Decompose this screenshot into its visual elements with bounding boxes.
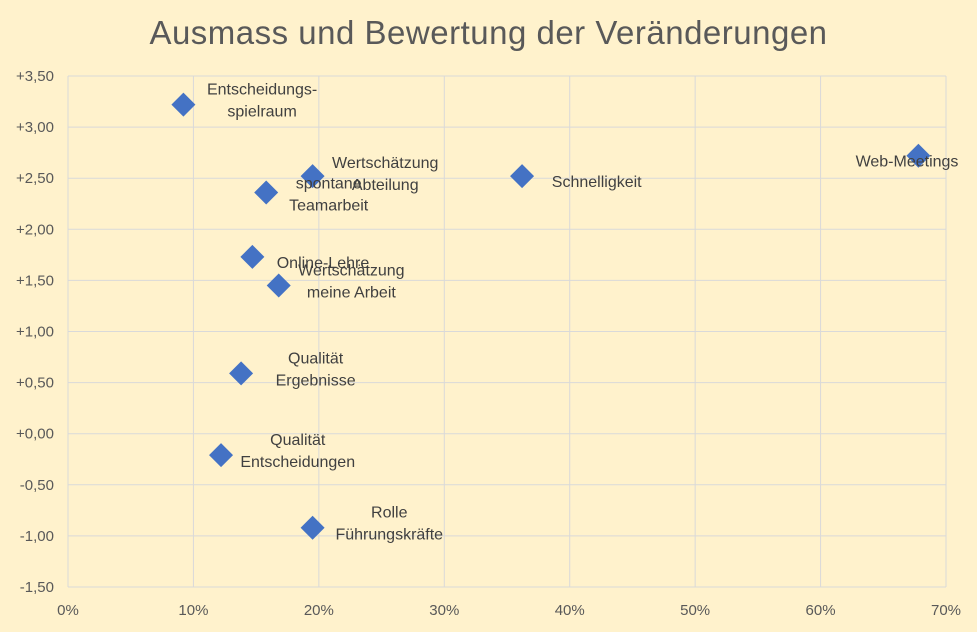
- data-label: spontane Teamarbeit: [289, 176, 369, 215]
- data-label-line: Qualität: [270, 432, 326, 449]
- data-label-line: spontane: [296, 176, 362, 193]
- data-point-marker: [209, 443, 234, 468]
- x-tick-label: 70%: [931, 602, 961, 619]
- data-label-line: Ergebnisse: [276, 372, 356, 389]
- data-label-line: Rolle: [371, 505, 408, 522]
- data-label: Entscheidungs-spielraum: [207, 82, 317, 121]
- data-label: Web-Meetings: [856, 154, 959, 171]
- data-label-line: Entscheidungs-: [207, 82, 317, 99]
- y-tick-label: -1,50: [20, 579, 54, 596]
- x-tick-label: 30%: [429, 602, 459, 619]
- data-point-marker: [300, 515, 325, 540]
- y-tick-label: -0,50: [20, 477, 54, 494]
- data-label-line: Entscheidungen: [240, 454, 355, 471]
- x-tick-label: 10%: [178, 602, 208, 619]
- data-label: Qualität Entscheidungen: [240, 432, 355, 471]
- y-tick-label: +1,50: [16, 272, 54, 289]
- y-tick-label: +3,50: [16, 68, 54, 85]
- data-point-marker: [229, 361, 254, 386]
- y-tick-label: +2,50: [16, 170, 54, 187]
- data-label-line: spielraum: [227, 104, 296, 121]
- data-label-line: Qualität: [288, 350, 344, 367]
- y-tick-label: +2,00: [16, 221, 54, 238]
- data-label: Schnelligkeit: [552, 174, 642, 191]
- y-tick-label: +0,50: [16, 375, 54, 392]
- data-label: Rolle Führungskräfte: [335, 505, 443, 544]
- y-tick-label: +0,00: [16, 426, 54, 443]
- data-point-marker: [240, 244, 265, 269]
- data-label-line: Schnelligkeit: [552, 174, 642, 191]
- data-label: Wertschätzung Abteilung: [332, 155, 438, 194]
- y-tick-label: +1,00: [16, 324, 54, 341]
- data-point-marker: [254, 180, 279, 205]
- y-tick-label: -1,00: [20, 528, 54, 545]
- x-tick-label: 50%: [680, 602, 710, 619]
- x-tick-label: 40%: [555, 602, 585, 619]
- data-point-marker: [510, 164, 535, 189]
- x-tick-label: 0%: [57, 602, 79, 619]
- data-label-line: Online-Lehre: [277, 255, 370, 272]
- chart-title: Ausmass und Bewertung der Veränderungen: [149, 14, 828, 51]
- data-label-line: Web-Meetings: [856, 154, 959, 171]
- data-label-line: meine Arbeit: [307, 285, 396, 302]
- data-label-line: Wertschätzung: [332, 155, 438, 172]
- data-label-line: Teamarbeit: [289, 198, 369, 215]
- data-point-marker: [266, 273, 291, 298]
- data-label: Qualität Ergebnisse: [276, 350, 356, 389]
- data-label: Wertschätzung meine Arbeit: [298, 263, 404, 302]
- data-label-line: Führungskräfte: [335, 527, 443, 544]
- data-point-marker: [906, 143, 931, 168]
- data-label-line: Wertschätzung: [298, 263, 404, 280]
- x-tick-label: 20%: [304, 602, 334, 619]
- x-tick-label: 60%: [806, 602, 836, 619]
- data-point-marker: [300, 164, 325, 189]
- data-point-marker: [171, 92, 196, 117]
- data-label: Online-Lehre: [277, 255, 370, 272]
- y-tick-label: +3,00: [16, 119, 54, 136]
- data-label-line: Abteilung: [352, 177, 419, 194]
